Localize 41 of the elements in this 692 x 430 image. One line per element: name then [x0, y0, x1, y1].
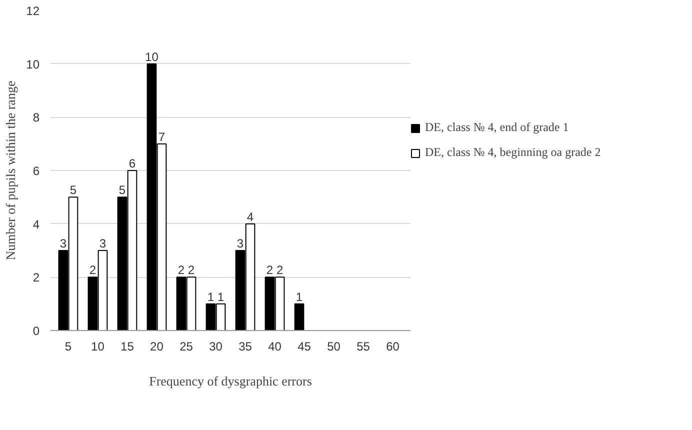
- y-tick-label: 6: [32, 164, 40, 178]
- x-tick-label: 20: [150, 340, 164, 354]
- legend-label: DE, class № 4, beginning oa grade 2: [425, 145, 601, 160]
- data-label: 1: [207, 290, 214, 304]
- x-tick-label: 30: [209, 340, 223, 354]
- data-label: 1: [217, 290, 224, 304]
- data-label: 3: [99, 236, 106, 250]
- x-tick-label: 15: [120, 340, 134, 354]
- data-label: 3: [60, 236, 67, 250]
- x-axis-title: Frequency of dysgraphic errors: [149, 374, 312, 388]
- data-label: 2: [266, 263, 274, 278]
- y-tick-label: 12: [26, 4, 40, 18]
- data-label: 4: [246, 210, 254, 224]
- legend-label: DE, class № 4, end of grade 1: [425, 120, 569, 135]
- x-tick-label: 25: [180, 340, 194, 354]
- data-label: 2: [178, 263, 185, 278]
- bar: [294, 303, 304, 330]
- y-tick-label: 8: [32, 110, 40, 125]
- x-tick-label: 35: [238, 340, 252, 354]
- x-tick-label: 60: [386, 340, 400, 354]
- y-tick-label: 10: [26, 57, 40, 72]
- x-tick-label: 40: [268, 340, 282, 354]
- data-label: 7: [158, 130, 166, 144]
- x-tick-label: 55: [356, 340, 370, 354]
- y-tick-label: 4: [32, 217, 40, 232]
- y-tick-label: 2: [32, 270, 40, 285]
- x-tick-label: 10: [91, 340, 105, 354]
- y-axis-title: Number of pupils within the range: [3, 80, 18, 260]
- data-label: 1: [296, 290, 303, 304]
- data-label: 2: [188, 263, 195, 278]
- data-label: 5: [118, 183, 126, 198]
- data-label: 5: [70, 183, 77, 198]
- x-tick-label: 45: [298, 340, 312, 354]
- data-label: 3: [236, 236, 244, 250]
- data-label: 2: [276, 263, 284, 278]
- data-label: 10: [145, 50, 159, 64]
- data-label: 2: [89, 263, 96, 278]
- y-tick-label: 0: [32, 324, 40, 338]
- x-tick-label: 5: [64, 340, 72, 354]
- x-tick-label: 50: [327, 340, 341, 354]
- data-label: 6: [128, 156, 136, 170]
